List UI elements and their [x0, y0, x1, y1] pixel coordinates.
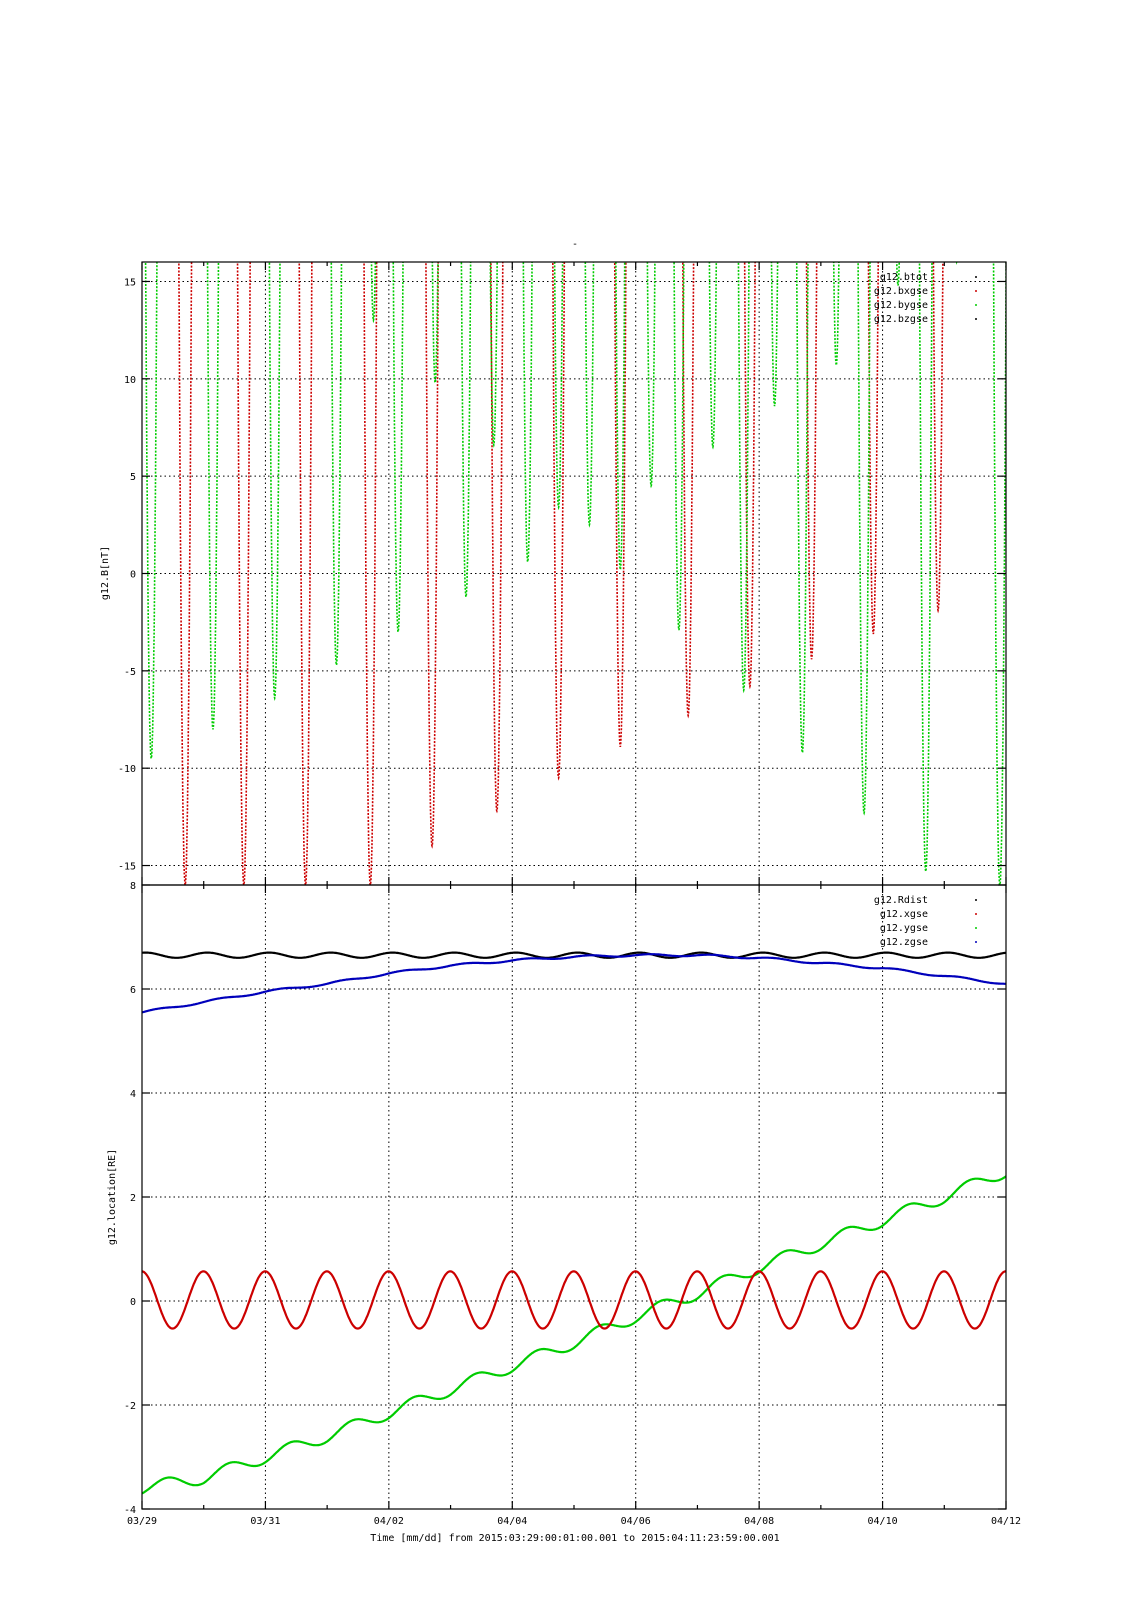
x-tick-label: 04/06	[621, 1516, 651, 1527]
y-tick-label: 2	[130, 1193, 136, 1204]
legend-label: g12.bxgse	[874, 286, 928, 297]
series-line-g12.zgse	[142, 953, 1006, 1014]
y-tick-label: 10	[124, 375, 136, 386]
legend-marker	[975, 290, 977, 292]
x-tick-labels: 03/29 03/31 04/02 04/04 04/06 04/08 04/10 04/12	[127, 1516, 1021, 1527]
grid-lines	[142, 885, 1006, 1509]
legend-marker	[975, 941, 977, 943]
legend-label: g12.bygse	[874, 300, 928, 311]
legend-label: g12.xgse	[880, 909, 928, 920]
y-tick-label: 4	[130, 1089, 136, 1100]
figure-title: -	[572, 239, 578, 250]
y-axis-label: g12.location[RE]	[107, 1149, 118, 1245]
x-axis-label: Time [mm/dd] from 2015:03:29:00:01:00.00…	[370, 1533, 779, 1544]
x-tick-label: 03/31	[250, 1516, 280, 1527]
series-line-g12.Rdist	[142, 951, 1006, 959]
legend-label: g12.zgse	[880, 937, 928, 948]
legend: g12.Rdist g12.xgse g12.ygse g12.zgse	[874, 895, 977, 948]
y-tick-label: -5	[124, 667, 136, 678]
y-tick-label: -4	[124, 1505, 136, 1516]
series-line-g12.ygse	[142, 1175, 1006, 1495]
x-tick-label: 04/10	[868, 1516, 898, 1527]
tick-layer: -4 -2 0 2 4 6 8	[124, 881, 1007, 1516]
legend-marker	[975, 304, 977, 306]
legend-marker	[975, 899, 977, 901]
x-tick-label: 03/29	[127, 1516, 157, 1527]
y-tick-label: 6	[130, 985, 136, 996]
y-tick-label: 8	[130, 881, 136, 892]
tick-layer: -15 -10 -5 0 5 10 15	[118, 262, 1007, 885]
legend-marker	[975, 927, 977, 929]
x-tick-label: 04/12	[991, 1516, 1021, 1527]
x-tick-label: 04/08	[744, 1516, 774, 1527]
legend-marker	[975, 318, 977, 320]
y-tick-label: -10	[118, 764, 136, 775]
series-layer	[142, 951, 1006, 1495]
legend-label: g12.ygse	[880, 923, 928, 934]
panel-bfield: -15 -10 -5 0 5 10 15 g12.B[nT] g12.btot g12.bxg…	[100, 261, 1007, 886]
legend-label: g12.btot	[880, 272, 928, 283]
legend: g12.btot g12.bxgse g12.bygse g12.bzgse	[874, 272, 977, 325]
y-tick-label: 0	[130, 1297, 136, 1308]
grid-lines	[142, 262, 1006, 885]
x-tick-label: 04/02	[374, 1516, 404, 1527]
legend-marker	[975, 913, 977, 915]
y-tick-label: 15	[124, 277, 136, 288]
x-tick-label: 04/04	[497, 1516, 527, 1527]
y-tick-label: 5	[130, 472, 136, 483]
legend-label: g12.Rdist	[874, 895, 928, 906]
y-tick-label: -2	[124, 1401, 136, 1412]
series-line-g12.bxgse	[178, 262, 944, 885]
legend-marker	[975, 276, 977, 278]
series-layer	[144, 262, 1006, 885]
series-line-g12.bygse	[144, 262, 1006, 885]
y-tick-label: -15	[118, 862, 136, 873]
y-tick-label: 0	[130, 570, 136, 581]
series-line-g12.xgse	[142, 1270, 1006, 1330]
legend-label: g12.bzgse	[874, 314, 928, 325]
y-axis-label: g12.B[nT]	[100, 546, 111, 600]
